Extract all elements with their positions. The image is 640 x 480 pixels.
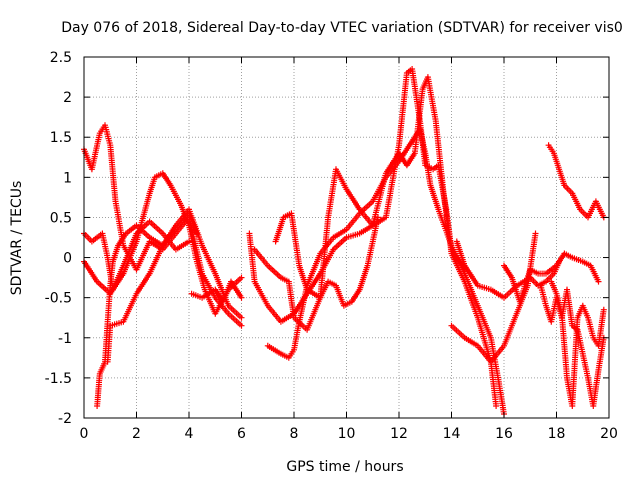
y-tick-label: 1.5 (50, 130, 72, 146)
data-point-markers (501, 250, 602, 305)
chart-title: Day 076 of 2018, Sidereal Day-to-day VTE… (61, 20, 623, 36)
x-tick-label: 18 (548, 426, 566, 442)
y-tick-label: 2.5 (50, 50, 72, 66)
series-track-p (545, 142, 607, 221)
data-point-markers (104, 206, 245, 365)
x-tick-label: 6 (237, 426, 246, 442)
x-tick-label: 2 (132, 426, 141, 442)
axis-ticks: 0 2 4 6 8 10 12 14 16 18 20 -2 -1.5 -1 -0.5 0 0.5 1 1.5 2 2.… (45, 50, 618, 442)
y-tick-label: 1 (63, 170, 72, 186)
y-tick-label: -0.5 (45, 291, 72, 307)
series-track-m (501, 250, 602, 305)
y-tick-label: 0 (63, 251, 72, 267)
x-tick-label: 8 (290, 426, 299, 442)
x-tick-label: 12 (390, 426, 408, 442)
y-tick-label: 2 (63, 90, 72, 106)
series-track-j (272, 210, 381, 309)
series-track-i (264, 126, 507, 417)
data-point-markers (545, 142, 607, 221)
x-tick-label: 14 (443, 426, 461, 442)
series-track-d (94, 210, 200, 409)
data-point-markers (264, 126, 507, 417)
x-axis-label: GPS time / hours (286, 459, 403, 475)
y-axis-label: SDTVAR / TECUs (9, 181, 25, 296)
data-point-markers (188, 278, 245, 305)
x-tick-label: 20 (600, 426, 618, 442)
x-tick-label: 4 (185, 426, 194, 442)
x-tick-label: 0 (80, 426, 89, 442)
data-marks (81, 66, 607, 417)
series-track-e (104, 206, 245, 365)
data-point-markers (548, 278, 607, 409)
data-point-markers (94, 210, 200, 409)
y-tick-label: 0.5 (50, 210, 72, 226)
y-tick-label: -1 (58, 331, 72, 347)
y-tick-label: -1.5 (45, 371, 72, 387)
data-point-markers (272, 210, 381, 309)
y-tick-label: -2 (58, 411, 72, 427)
x-tick-label: 10 (338, 426, 356, 442)
series-track-f (188, 278, 245, 305)
x-tick-label: 16 (495, 426, 513, 442)
series-track-o (548, 278, 607, 409)
